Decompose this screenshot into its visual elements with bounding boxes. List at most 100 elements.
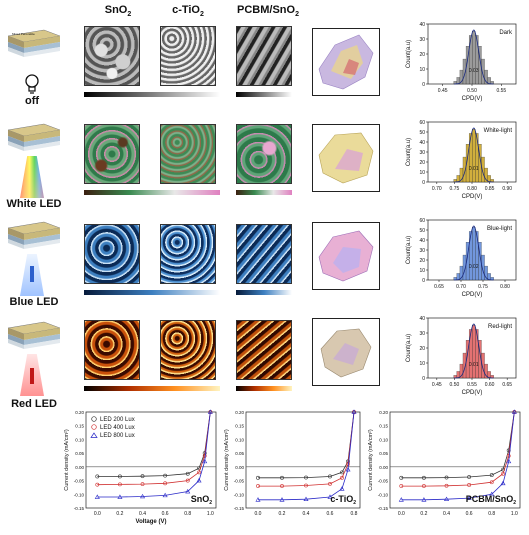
jv-x-tick-label: 1.0 [207, 511, 214, 517]
jv-point [202, 453, 207, 458]
device-stack-illustration [6, 318, 62, 358]
bulb-icon [24, 74, 40, 94]
hist-xlabel: CPD(V) [462, 292, 483, 298]
jv-y-tick-label: 0.05 [379, 451, 388, 456]
hist-title: Dark [499, 30, 513, 36]
jv-panel-label: c-TiO2 [330, 494, 356, 506]
jv-y-tick-label: -0.10 [234, 492, 245, 497]
jv-x-tick-label: 0.8 [351, 511, 358, 517]
jv-plot-pcbm-sno2: 0.0 0.2 0.4 0.6 0.8 1.0 0.20 0.15 0.10 0.05 0.00 -0… [366, 408, 528, 530]
jv-y-tick-label: 0.00 [235, 465, 244, 470]
histogram-white: 0 10 20 30 40 50 60 0.70 0.75 0.80 0.85 0.90 White-l… [404, 116, 526, 208]
jv-y-tick-label: 0.05 [75, 451, 84, 456]
jv-legend-label: LED 200 Lux [100, 417, 135, 423]
jv-point [185, 478, 190, 483]
jv-point [95, 474, 100, 479]
hist-x-tick-label: 0.55 [467, 382, 477, 388]
jv-ylabel: Current density (mA/cm²) [368, 429, 374, 491]
hist-title: White-light [484, 128, 513, 134]
hist-bar [475, 133, 479, 183]
jv-x-tick-label: 1.0 [511, 511, 518, 517]
jv-x-tick-label: 0.6 [162, 511, 169, 517]
jv-ylabel: Current density (mA/cm²) [224, 429, 230, 491]
jv-point [466, 495, 472, 500]
hist-y-tick-label: 10 [419, 361, 425, 367]
jv-series-line [97, 411, 211, 477]
histogram-dark: 0 10 20 30 40 0.45 0.50 0.55 Dark 0.03 CPD(V) Count… [404, 18, 526, 110]
jv-legend-marker [91, 416, 97, 422]
hist-y-tick-label: 10 [419, 170, 425, 176]
jv-point [207, 409, 213, 414]
jv-point [506, 458, 512, 464]
jv-y-tick-label: 0.20 [235, 410, 244, 415]
hist-bar [472, 227, 476, 281]
hist-x-tick-label: 0.85 [485, 186, 495, 192]
jv-y-tick-label: 0.10 [75, 437, 84, 442]
hist-bar [468, 329, 473, 379]
jv-y-tick-label: -0.05 [234, 479, 245, 484]
hist-x-tick-label: 0.75 [478, 284, 488, 290]
hist-peak-label: 0.01 [469, 166, 479, 172]
kpfm-map-sno2-white [84, 124, 140, 184]
colorbar-blue-pcbm [236, 290, 292, 295]
jv-point [340, 470, 344, 475]
stack-label-perovskite: Mixed Perovskite [12, 32, 35, 36]
jv-point [140, 482, 145, 487]
jv-x-tick-label: 0.8 [488, 511, 495, 517]
jv-panel-subscript: 2 [353, 500, 356, 506]
histogram-red: 0 10 20 30 40 0.45 0.50 0.55 0.60 0.65 Red-light 0.… [404, 312, 526, 404]
jv-point [444, 483, 449, 488]
hist-ylabel: Count(a.u) [406, 334, 412, 362]
jv-point [489, 491, 495, 497]
kpfm-map-ctio2-dark [160, 26, 216, 86]
red-light-icon [20, 354, 44, 396]
jv-point [185, 488, 191, 494]
jv-y-tick-label: 0.05 [235, 451, 244, 456]
jv-x-tick-label: 0.2 [116, 511, 123, 517]
colorbar-blue [84, 290, 220, 295]
hist-x-tick-label: 0.65 [502, 382, 512, 388]
jv-point [118, 474, 122, 479]
jv-y-tick-label: -0.15 [234, 506, 245, 511]
jv-point [422, 475, 426, 480]
jv-series-line [258, 411, 355, 501]
hist-y-tick-label: 0 [422, 278, 425, 284]
jv-point [162, 492, 168, 498]
jv-point [117, 494, 123, 499]
device-stack-illustration [6, 218, 62, 258]
blue-light-icon [20, 254, 44, 296]
jv-panel-label: SnO2 [191, 494, 213, 506]
hist-x-tick-label: 0.90 [502, 186, 512, 192]
jv-point [303, 496, 309, 502]
jv-point [444, 496, 450, 502]
hist-y-tick-label: 20 [419, 346, 425, 352]
hist-y-tick-label: 50 [419, 130, 425, 136]
hist-y-tick-label: 60 [419, 120, 425, 126]
surface-3d-blue [312, 222, 380, 290]
hist-fit-curve [454, 127, 494, 183]
colorbar-white [84, 190, 220, 195]
column-header-pcbm-sno2: PCBM/SnO2 [237, 4, 299, 19]
jv-x-tick-label: 0.4 [443, 511, 450, 517]
jv-x-tick-label: 0.4 [139, 511, 146, 517]
jv-plot-sno2: 0.0 0.2 0.4 0.6 0.8 1.0 0.20 0.15 0.10 0.05 0.00 -0… [62, 408, 224, 530]
hist-bar [484, 69, 488, 85]
hist-y-tick-label: 30 [419, 331, 425, 337]
surface-3d-white [312, 124, 380, 192]
hist-y-tick-label: 10 [419, 268, 425, 274]
hist-y-tick-label: 0 [422, 180, 425, 186]
jv-y-tick-label: 0.00 [379, 465, 388, 470]
jv-x-tick-label: 0.0 [255, 511, 262, 517]
surface-3d-red [312, 318, 380, 386]
kpfm-map-pcbm-blue [236, 224, 292, 284]
hist-fit-curve [454, 225, 494, 281]
hist-y-tick-label: 0 [422, 376, 425, 382]
jv-point [489, 480, 494, 485]
jv-point [327, 494, 333, 499]
jv-point [398, 497, 404, 502]
hist-y-tick-label: 10 [419, 67, 425, 73]
jv-point [94, 494, 100, 499]
hist-bar [468, 35, 473, 85]
jv-point [511, 409, 517, 414]
hist-x-tick-label: 0.70 [456, 284, 466, 290]
